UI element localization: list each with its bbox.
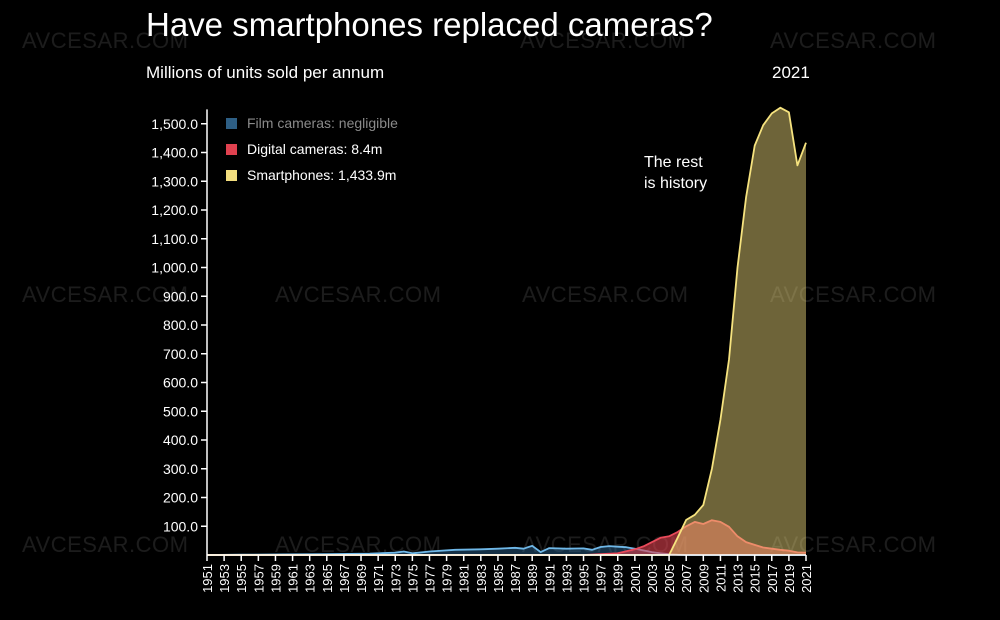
y-tick-label: 1,300.0 bbox=[151, 173, 198, 189]
x-tick-label: 2007 bbox=[679, 564, 694, 593]
y-tick-label: 700.0 bbox=[163, 346, 198, 362]
x-tick-label: 2019 bbox=[782, 564, 797, 593]
current-year-label: 2021 bbox=[772, 63, 810, 82]
x-tick-label: 2005 bbox=[662, 564, 677, 593]
x-tick-label: 1973 bbox=[388, 564, 403, 593]
y-tick-label: 1,100.0 bbox=[151, 231, 198, 247]
x-tick-label: 2021 bbox=[799, 564, 814, 593]
legend-swatch-film bbox=[226, 117, 237, 129]
watermark: AVCESAR.COM bbox=[770, 28, 937, 53]
legend-label-digital: Digital cameras: 8.4m bbox=[247, 141, 383, 157]
x-tick-label: 1963 bbox=[303, 564, 318, 593]
area-digital-cameras bbox=[207, 520, 806, 555]
legend-label-film: Film cameras: negligible bbox=[247, 115, 398, 131]
watermark: AVCESAR.COM bbox=[520, 28, 687, 53]
y-tick-label: 1,400.0 bbox=[151, 145, 198, 161]
watermark: AVCESAR.COM bbox=[22, 282, 189, 307]
chart-title: Have smartphones replaced cameras? bbox=[146, 6, 713, 43]
annotation: The rest is history bbox=[644, 152, 707, 194]
legend-item-smartphones: Smartphones: 1,433.9m bbox=[226, 162, 398, 188]
x-tick-label: 1995 bbox=[577, 564, 592, 593]
x-tick-label: 2009 bbox=[696, 564, 711, 593]
line-digital-cameras bbox=[207, 519, 807, 556]
area-smartphones bbox=[207, 107, 806, 555]
y-tick-label: 400.0 bbox=[163, 432, 198, 448]
y-tick-label: 300.0 bbox=[163, 461, 198, 477]
y-tick-label: 1,200.0 bbox=[151, 202, 198, 218]
x-tick-label: 1985 bbox=[491, 564, 506, 593]
x-tick-label: 1971 bbox=[371, 564, 386, 593]
x-tick-label: 2015 bbox=[748, 564, 763, 593]
y-tick-label: 200.0 bbox=[163, 490, 198, 506]
x-tick-label: 2003 bbox=[645, 564, 660, 593]
x-tick-label: 1979 bbox=[440, 564, 455, 593]
x-tick-label: 1967 bbox=[337, 564, 352, 593]
legend-label-smartphones: Smartphones: 1,433.9m bbox=[247, 167, 397, 183]
y-tick-label: 600.0 bbox=[163, 375, 198, 391]
y-tick-label: 500.0 bbox=[163, 403, 198, 419]
y-axis-label: Millions of units sold per annum bbox=[146, 63, 385, 82]
watermark: AVCESAR.COM bbox=[22, 28, 189, 53]
watermark: AVCESAR.COM bbox=[770, 282, 937, 307]
x-tick-label: 2001 bbox=[628, 564, 643, 593]
x-tick-label: 2017 bbox=[765, 564, 780, 593]
x-tick-label: 1951 bbox=[200, 564, 215, 593]
y-tick-label: 100.0 bbox=[163, 518, 198, 534]
watermark: AVCESAR.COM bbox=[522, 282, 689, 307]
x-tick-label: 1961 bbox=[286, 564, 301, 593]
x-tick-label: 1957 bbox=[251, 564, 266, 593]
x-tick-label: 1975 bbox=[405, 564, 420, 593]
x-tick-label: 1983 bbox=[474, 564, 489, 593]
y-tick-label: 900.0 bbox=[163, 288, 198, 304]
y-tick-label: 1,500.0 bbox=[151, 116, 198, 132]
x-tick-label: 1977 bbox=[422, 564, 437, 593]
x-tick-label: 1997 bbox=[594, 564, 609, 593]
annotation-line-2: is history bbox=[644, 175, 708, 192]
x-tick-label: 2013 bbox=[731, 564, 746, 593]
annotation-line-1: The rest bbox=[644, 154, 703, 171]
legend-swatch-smartphones bbox=[226, 169, 237, 181]
y-tick-label: 1,000.0 bbox=[151, 260, 198, 276]
x-tick-label: 1969 bbox=[354, 564, 369, 593]
line-smartphones bbox=[207, 106, 807, 556]
x-tick-label: 1989 bbox=[525, 564, 540, 593]
x-tick-label: 1999 bbox=[611, 564, 626, 593]
watermark: AVCESAR.COM bbox=[275, 282, 442, 307]
x-tick-label: 1991 bbox=[542, 564, 557, 593]
watermark: AVCESAR.COM bbox=[22, 532, 189, 557]
legend-swatch-digital bbox=[226, 143, 237, 155]
x-tick-label: 2011 bbox=[713, 564, 728, 592]
legend: Film cameras: negligible Digital cameras… bbox=[226, 110, 398, 188]
x-tick-label: 1993 bbox=[559, 564, 574, 593]
legend-item-film: Film cameras: negligible bbox=[226, 110, 398, 136]
x-tick-label: 1987 bbox=[508, 564, 523, 593]
x-tick-label: 1965 bbox=[320, 564, 335, 593]
x-tick-label: 1959 bbox=[268, 564, 283, 593]
x-tick-label: 1981 bbox=[457, 564, 472, 593]
y-tick-label: 800.0 bbox=[163, 317, 198, 333]
x-tick-label: 1953 bbox=[217, 564, 232, 593]
legend-item-digital: Digital cameras: 8.4m bbox=[226, 136, 398, 162]
x-tick-label: 1955 bbox=[234, 564, 249, 593]
